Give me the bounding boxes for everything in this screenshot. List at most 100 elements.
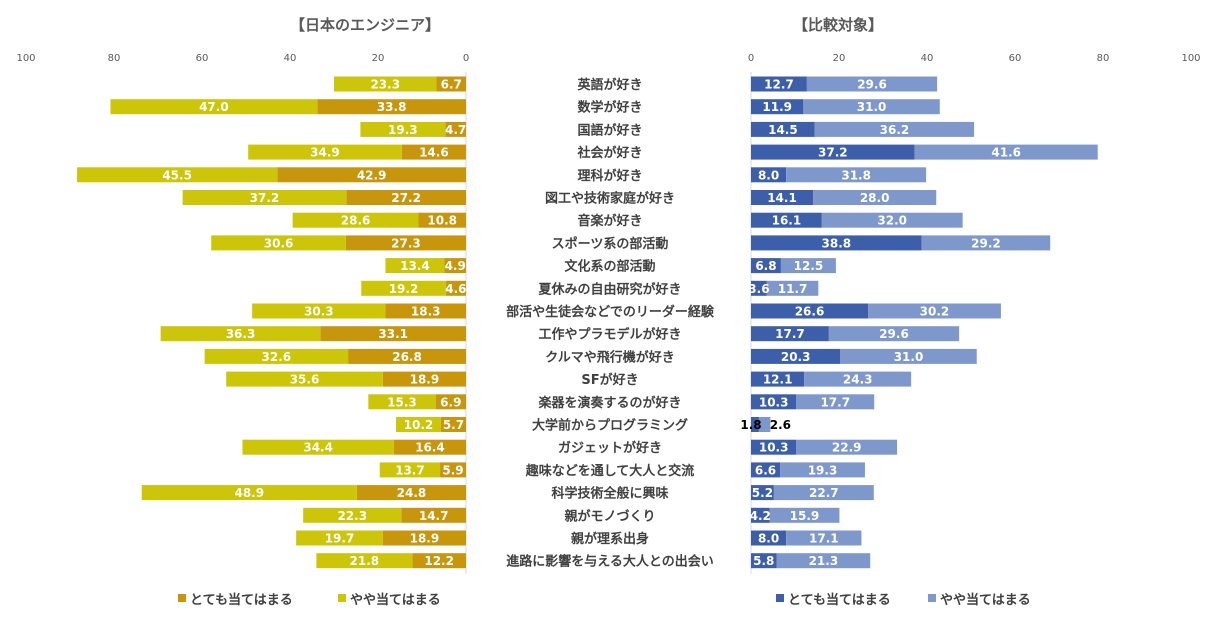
- left-somewhat-bar: [360, 121, 446, 137]
- left-strong-value-label: 18.9: [410, 532, 440, 546]
- left-somewhat-value-label: 21.8: [350, 554, 380, 568]
- right-strong-value-label: 37.2: [818, 146, 848, 160]
- left-somewhat-bar: [77, 167, 278, 183]
- left-somewhat-bar: [242, 439, 394, 455]
- legend: とても当てはまる やや当てはまる とても当てはまる やや当てはまる: [178, 592, 1031, 608]
- left-somewhat-value-label: 23.3: [370, 78, 400, 92]
- legend-swatch-strong: [178, 594, 186, 602]
- category-label: 部活や生徒会などでのリーダー経験: [506, 304, 715, 320]
- right-strong-value-label: 11.9: [762, 100, 792, 114]
- right-strong-bar: [751, 280, 767, 296]
- left-strong-bar: [277, 167, 466, 183]
- left-axis-tick-label: 0: [463, 53, 469, 64]
- right-strong-bar: [751, 76, 807, 92]
- right-somewhat-value-label: 17.7: [820, 395, 850, 409]
- right-strong-value-label: 4.2: [750, 509, 771, 523]
- category-label: 文化系の部活動: [564, 259, 655, 275]
- left-somewhat-bar: [211, 235, 346, 251]
- left-axis-tick-label: 60: [196, 53, 209, 64]
- right-strong-bar: [751, 258, 781, 274]
- category-label: 親がモノづくり: [564, 508, 655, 524]
- left-somewhat-value-label: 34.9: [310, 146, 340, 160]
- label-layer: 100 80 60 40 20 0 6.7 23.3 英語が好き 33.8 47.0 数学が好き 4.7…: [16, 53, 1200, 570]
- left-somewhat-value-label: 34.4: [303, 441, 333, 455]
- right-somewhat-value-label: 12.5: [794, 259, 824, 273]
- left-strong-bar: [445, 280, 466, 296]
- right-somewhat-bar: [769, 507, 840, 523]
- right-strong-value-label: 1.8: [740, 418, 761, 432]
- right-strong-bar: [751, 235, 922, 251]
- right-strong-bar: [751, 485, 774, 501]
- category-label: 夏休みの自由研究が好き: [537, 281, 681, 297]
- left-strong-bar: [445, 121, 466, 137]
- left-somewhat-bar: [110, 99, 318, 115]
- right-strong-value-label: 20.3: [781, 350, 811, 364]
- right-somewhat-bar: [766, 280, 819, 296]
- right-somewhat-value-label: 11.7: [778, 282, 808, 296]
- right-somewhat-value-label: 29.2: [971, 236, 1001, 250]
- right-axis-tick-label: 0: [748, 53, 754, 64]
- right-somewhat-bar: [828, 326, 960, 342]
- right-strong-value-label: 6.6: [755, 463, 776, 477]
- left-somewhat-bar: [292, 212, 419, 228]
- left-somewhat-bar: [204, 348, 349, 364]
- left-somewhat-value-label: 47.0: [199, 100, 229, 114]
- left-somewhat-bar: [379, 462, 441, 478]
- right-strong-value-label: 12.1: [763, 373, 793, 387]
- right-strong-value-label: 5.2: [752, 486, 773, 500]
- right-axis-tick-label: 80: [1097, 53, 1110, 64]
- right-somewhat-value-label: 22.7: [809, 486, 839, 500]
- right-somewhat-value-label: 15.9: [790, 509, 820, 523]
- category-label: ガジェットが好き: [558, 440, 662, 456]
- left-strong-value-label: 10.8: [427, 214, 457, 228]
- right-strong-value-label: 3.6: [748, 282, 769, 296]
- left-strong-value-label: 33.1: [378, 327, 408, 341]
- category-label: 英語が好き: [576, 77, 642, 93]
- bar-layer: [77, 76, 1098, 569]
- category-label: 科学技術全般に興味: [551, 486, 668, 502]
- left-somewhat-value-label: 30.3: [304, 305, 334, 319]
- right-strong-bar: [751, 212, 822, 228]
- legend-label-somewhat: やや当てはまる: [350, 592, 441, 608]
- left-strong-bar: [346, 190, 466, 205]
- right-strong-value-label: 38.8: [822, 236, 852, 250]
- left-strong-bar: [418, 212, 466, 228]
- left-strong-bar: [385, 303, 466, 319]
- left-somewhat-value-label: 37.2: [250, 191, 280, 205]
- right-strong-bar: [751, 553, 777, 569]
- left-somewhat-value-label: 19.2: [389, 282, 419, 296]
- left-strong-bar: [435, 394, 466, 410]
- right-somewhat-bar: [796, 439, 898, 455]
- right-strong-bar: [751, 190, 814, 205]
- right-strong-value-label: 12.7: [764, 78, 794, 92]
- left-somewhat-value-label: 36.3: [226, 327, 256, 341]
- category-label: 楽器を演奏するのが好き: [537, 395, 681, 411]
- left-strong-value-label: 4.7: [445, 123, 466, 137]
- right-somewhat-bar: [804, 371, 912, 387]
- category-label: 工作やプラモデルが好き: [538, 327, 681, 343]
- left-strong-bar: [436, 76, 466, 92]
- right-axis-tick-label: 60: [1009, 53, 1022, 64]
- right-strong-bar: [751, 121, 815, 137]
- left-somewhat-value-label: 28.6: [341, 214, 371, 228]
- left-strong-value-label: 14.7: [419, 509, 449, 523]
- left-strong-value-label: 26.8: [392, 350, 422, 364]
- left-somewhat-bar: [296, 530, 383, 546]
- left-somewhat-value-label: 19.3: [388, 123, 418, 137]
- left-somewhat-value-label: 10.2: [404, 418, 434, 432]
- category-label: 進路に影響を与える大人との出会い: [506, 554, 713, 570]
- left-somewhat-bar: [334, 76, 437, 92]
- left-somewhat-value-label: 13.4: [400, 259, 430, 273]
- category-label: 親が理系出身: [571, 531, 649, 547]
- left-strong-value-label: 18.3: [411, 305, 441, 319]
- right-somewhat-bar: [773, 485, 874, 501]
- right-somewhat-value-label: 31.0: [894, 350, 924, 364]
- right-somewhat-value-label: 31.8: [841, 168, 871, 182]
- left-somewhat-bar: [252, 303, 386, 319]
- right-somewhat-bar: [776, 553, 871, 569]
- right-somewhat-bar: [813, 190, 937, 205]
- left-strong-bar: [401, 507, 466, 523]
- left-somewhat-bar: [396, 417, 441, 432]
- left-somewhat-value-label: 45.5: [162, 168, 192, 182]
